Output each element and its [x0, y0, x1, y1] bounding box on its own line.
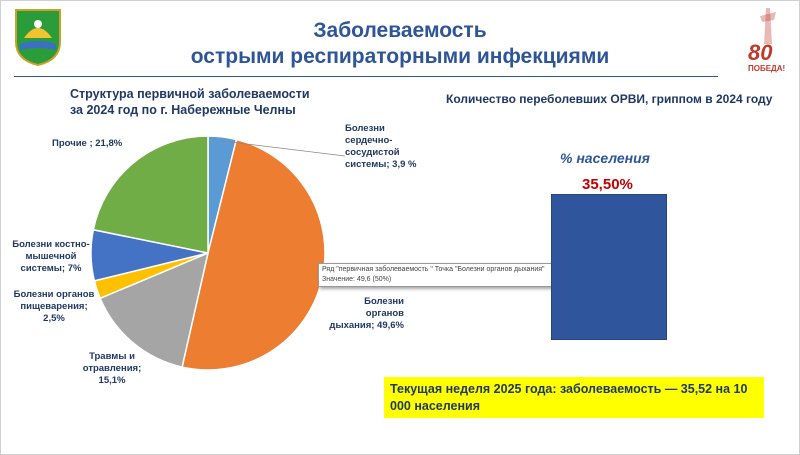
badge-text: ПОБЕДА!: [748, 64, 786, 73]
label-musculo-line: Болезни костно-: [12, 239, 90, 250]
pie-slice-trauma: [99, 251, 210, 368]
label-digest-line: пищеварения;: [20, 301, 88, 312]
label-heart-line: системы; 3,9 %: [345, 159, 417, 170]
label-musculo-line: системы; 7%: [20, 263, 82, 274]
banner-text: Текущая неделя 2025 года: заболеваемость…: [390, 382, 748, 413]
label-heart-line: сердечно-: [345, 135, 393, 146]
victory-80-badge: [746, 6, 792, 78]
pie-chart-title: Структура первичной заболеваемости за 20…: [70, 86, 310, 118]
tooltip-line1: Ряд "первичная заболеваемость " Точка "Б…: [322, 266, 545, 273]
pie-title-line2: за 2024 год по г. Набережные Челны: [70, 103, 296, 117]
label-digest-line: Болезни органов: [13, 289, 95, 300]
label-trauma: Травмы и отравления; 15,1%: [82, 351, 142, 387]
title-divider: [14, 76, 718, 77]
label-resp-line: Болезни органов: [364, 296, 404, 319]
label-heart-line: Болезни: [345, 123, 385, 134]
bar-chart-title: Количество переболевших ОРВИ, гриппом в …: [446, 92, 773, 106]
page-title-line2: острыми респираторными инфекциями: [190, 45, 610, 68]
bar-mark: [551, 194, 667, 340]
label-musculo: Болезни костно- мышечной системы; 7%: [10, 239, 92, 275]
label-trauma-line: отравления;: [82, 363, 142, 374]
label-musculo-line: мышечной: [25, 251, 77, 262]
label-respiratory: Болезни органов дыхания; 49,6%: [326, 296, 404, 332]
bar-data-label: 35,50%: [582, 176, 633, 193]
label-resp-line: дыхания; 49,6%: [329, 320, 404, 331]
badge-number: 80: [748, 40, 773, 65]
city-emblem-logo: [14, 8, 62, 67]
heart-leader-line: [221, 140, 346, 157]
page-title-line1: Заболеваемость: [313, 19, 487, 42]
pie-slice-other: [92, 135, 209, 254]
label-trauma-line: 15,1%: [98, 375, 126, 386]
pie-title-line1: Структура первичной заболеваемости: [70, 87, 310, 101]
tooltip-line2: Значение: 49,6 (50%): [322, 276, 392, 283]
bar-category-label: % населения: [560, 150, 650, 166]
label-digest-line: 2,5%: [43, 313, 65, 324]
label-other: Прочие ; 21,8%: [52, 138, 122, 150]
label-digestive: Болезни органов пищеварения; 2,5%: [10, 289, 98, 325]
chart-tooltip: Ряд "первичная заболеваемость " Точка "Б…: [318, 263, 557, 287]
label-trauma-line: Травмы и: [89, 351, 135, 362]
label-heart: Болезни сердечно- сосудистой системы; 3,…: [345, 123, 416, 171]
label-heart-line: сосудистой: [345, 147, 400, 158]
label-other-line: Прочие ; 21,8%: [52, 138, 123, 149]
current-week-banner: Текущая неделя 2025 года: заболеваемость…: [384, 377, 764, 418]
